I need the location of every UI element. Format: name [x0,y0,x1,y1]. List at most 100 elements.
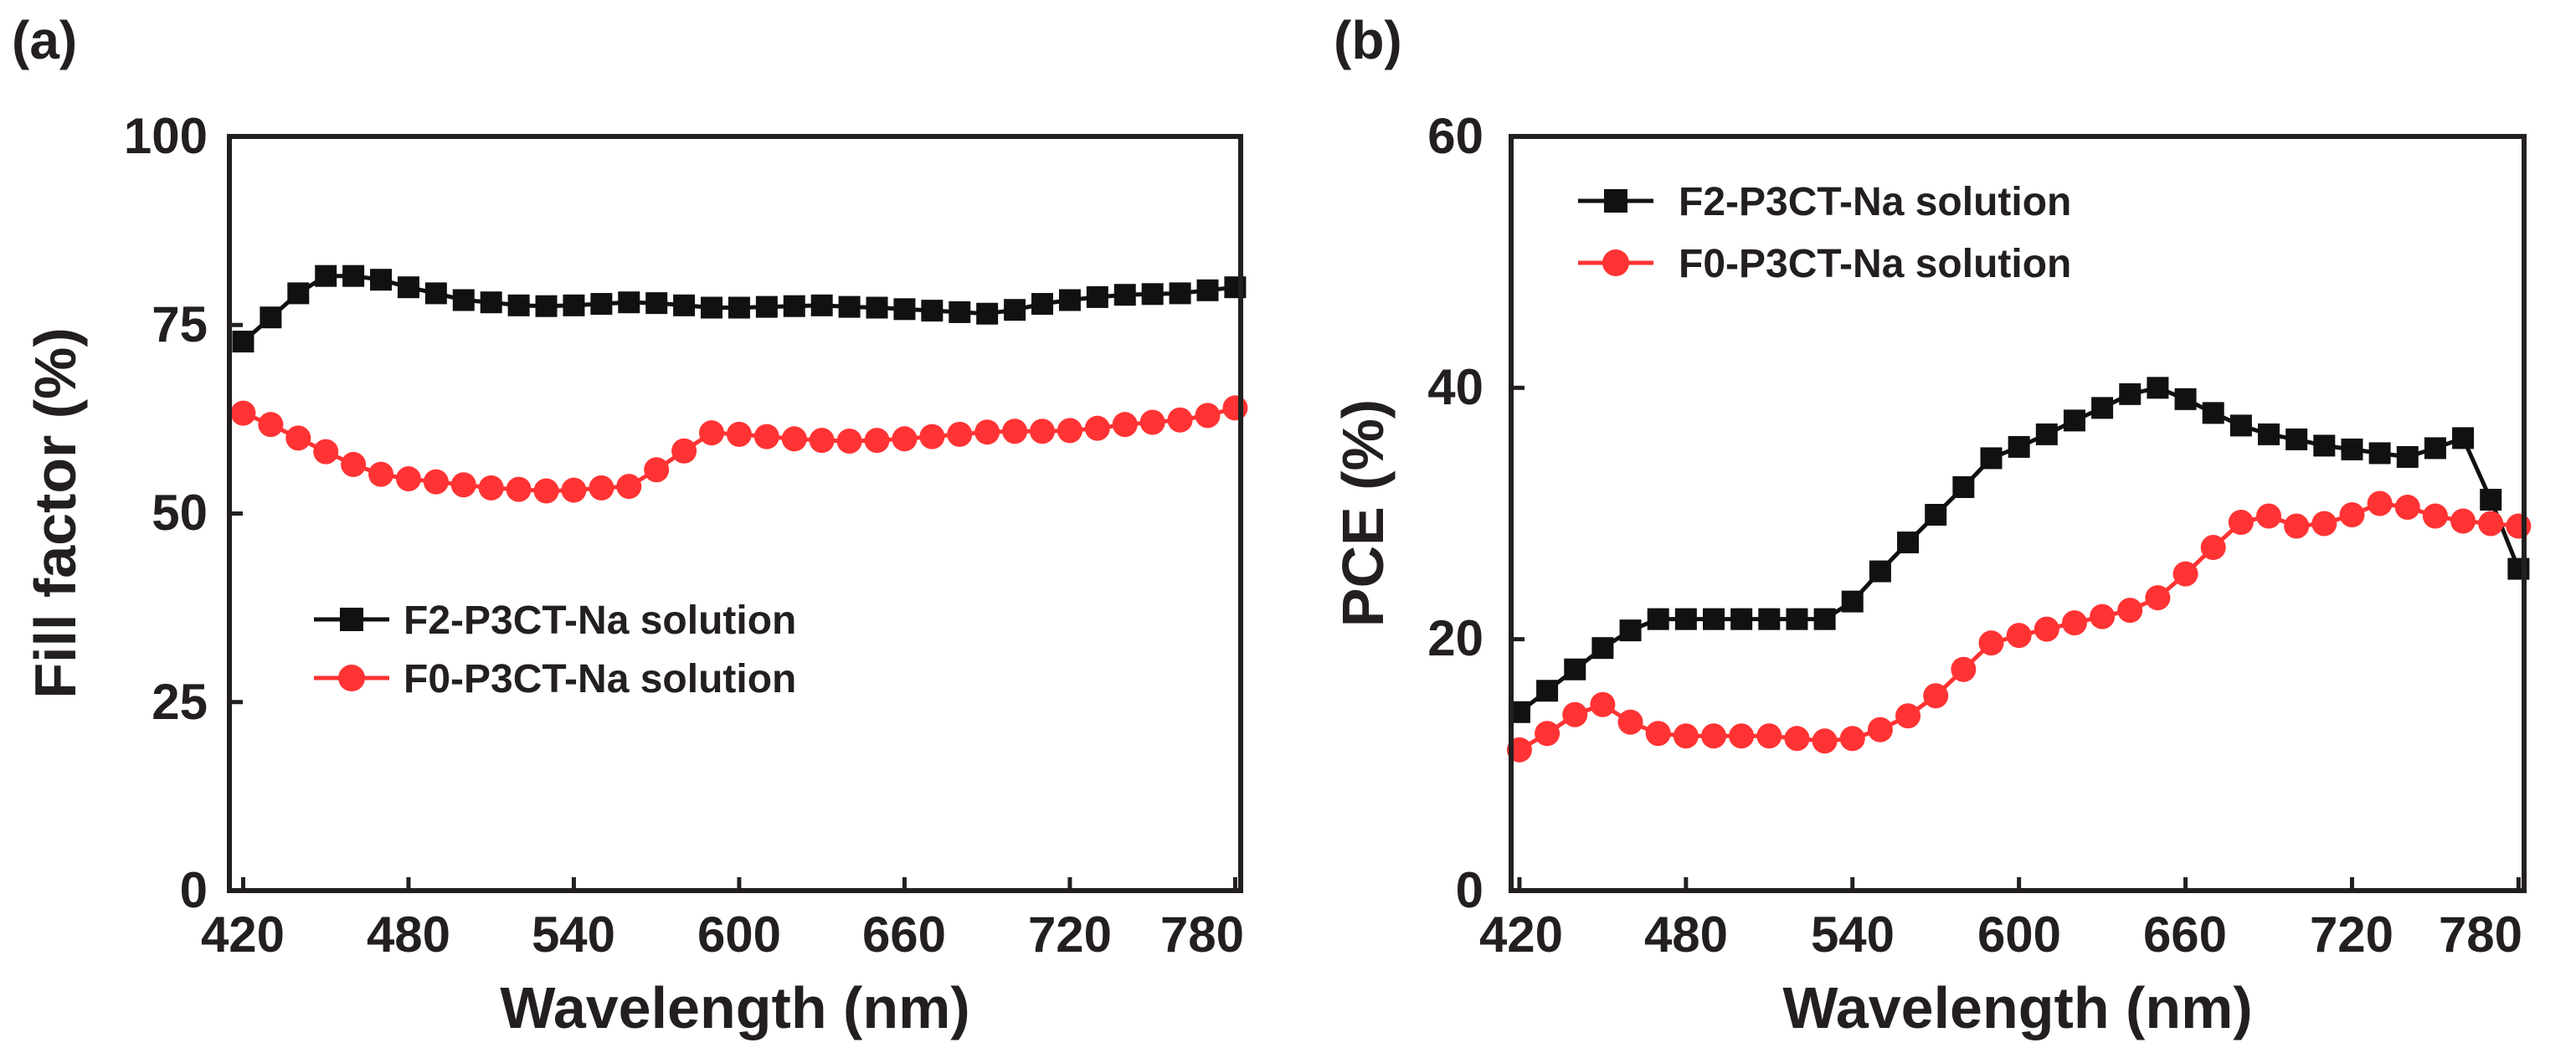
panel-a-ytick-label: 75 [152,296,208,352]
data-point-f0 [1756,723,1782,749]
panel-a-legend: F2-P3CT-Na solution F0-P3CT-Na solution [314,598,796,701]
data-point-f0 [2200,535,2226,561]
data-point-f0 [1784,726,1810,752]
data-point-f0 [1195,403,1221,429]
data-point-f0 [230,400,256,426]
panel-a-y-axis-title: Fill factor (%) [23,327,88,698]
panel-b-pce: (b) 0 20 40 60 420 480 540 600 660 720 7… [1330,10,2532,1040]
data-point-f0 [1084,415,1110,441]
panel-b-legend-label-f0: F0-P3CT-Na solution [1679,242,2071,286]
panel-b-xtick-label: 540 [1811,907,1895,963]
panel-a-legend-label-f0: F0-P3CT-Na solution [404,657,796,701]
data-point-f0 [2311,511,2337,537]
panel-b-x-tick-labels: 420 480 540 600 660 720 780 [1479,907,2522,963]
data-point-f2 [2368,442,2391,465]
data-point-f2 [1004,299,1026,321]
panel-a-xtick-label: 720 [1028,907,1112,963]
panel-b-xtick-label: 600 [1977,907,2061,963]
data-point-f2 [783,295,805,317]
data-point-f0 [836,429,862,455]
data-point-f2 [2424,437,2446,460]
legend-marker-square [1604,189,1627,213]
panel-b-xtick-label: 660 [2143,907,2227,963]
data-point-f2 [397,276,419,299]
panel-b-xtick-label: 480 [1644,907,1728,963]
data-point-f2 [563,294,585,316]
data-point-f2 [1869,560,1891,583]
data-point-f0 [644,457,670,483]
data-point-f2 [673,294,696,316]
data-point-f0 [1562,701,1588,727]
data-point-f0 [947,421,973,447]
data-point-f0 [450,472,476,498]
data-point-f2 [976,302,999,325]
data-point-f0 [1057,418,1082,444]
data-point-f0 [2506,513,2532,539]
data-point-f2 [370,269,393,291]
data-point-f0 [423,469,449,495]
panel-a-label: (a) [12,10,77,70]
data-point-f0 [1112,412,1138,438]
panel-a-ytick-label: 0 [180,862,208,918]
data-point-f2 [2258,423,2280,445]
data-point-f2 [535,295,558,317]
panel-b-legend-label-f2: F2-P3CT-Na solution [1679,180,2071,224]
data-point-f0 [1839,726,1865,752]
data-point-f2 [2341,438,2363,460]
data-point-f2 [1058,289,1081,311]
data-point-f0 [753,424,779,449]
data-point-f2 [1674,608,1697,630]
data-point-f2 [618,291,640,314]
panel-b-xtick-label: 720 [2310,907,2393,963]
data-point-f2 [2091,397,2114,419]
data-point-f0 [561,477,587,503]
data-point-f0 [2284,513,2310,539]
data-point-f2 [1730,608,1753,630]
data-point-f2 [2452,427,2475,449]
data-point-f0 [2450,508,2476,534]
data-point-f0 [671,438,697,464]
data-point-f2 [838,295,861,318]
panel-b-y-tick-labels: 0 20 40 60 [1427,108,1483,918]
data-point-f2 [1591,637,1614,660]
data-point-f0 [1812,728,1838,754]
panel-b-ytick-label: 20 [1427,610,1483,666]
data-point-f0 [1617,709,1643,735]
data-point-f0 [1895,703,1921,729]
data-point-f0 [258,412,284,438]
data-point-f2 [701,296,723,319]
data-point-f0 [1867,717,1893,742]
data-point-f2 [1619,619,1642,642]
data-point-f0 [2034,616,2059,642]
data-point-f0 [616,474,642,500]
data-point-f0 [1923,683,1949,709]
panel-a-legend-label-f2: F2-P3CT-Na solution [404,598,796,643]
data-point-f0 [533,478,559,504]
data-point-f0 [974,419,1000,445]
data-point-f0 [478,475,504,501]
data-point-f2 [1897,532,1920,554]
panel-a-xtick-label: 540 [532,907,615,963]
data-point-f2 [1196,279,1219,301]
panel-a-xtick-label: 780 [1160,907,1244,963]
data-point-f0 [589,475,614,501]
data-point-f2 [315,265,337,287]
legend-marker-circle [1602,249,1629,276]
data-point-f2 [893,298,916,321]
data-point-f0 [2339,502,2365,528]
data-point-f0 [1139,409,1165,435]
data-point-f2 [507,294,530,316]
panel-a-fill-factor: (a) 0 25 50 75 100 420 480 540 600 660 7… [12,10,1248,1040]
data-point-f2 [1925,504,1947,526]
data-point-f0 [864,428,890,454]
data-point-f2 [1113,284,1136,306]
data-point-f2 [755,295,778,318]
data-point-f0 [726,421,752,447]
panel-a-x-axis-title: Wavelength (nm) [500,975,969,1040]
panel-a-ytick-label: 100 [124,108,208,164]
data-point-f0 [285,425,311,451]
data-point-f0 [919,424,945,449]
data-point-f2 [1703,608,1725,630]
data-point-f2 [342,265,365,287]
data-point-f0 [892,426,918,452]
